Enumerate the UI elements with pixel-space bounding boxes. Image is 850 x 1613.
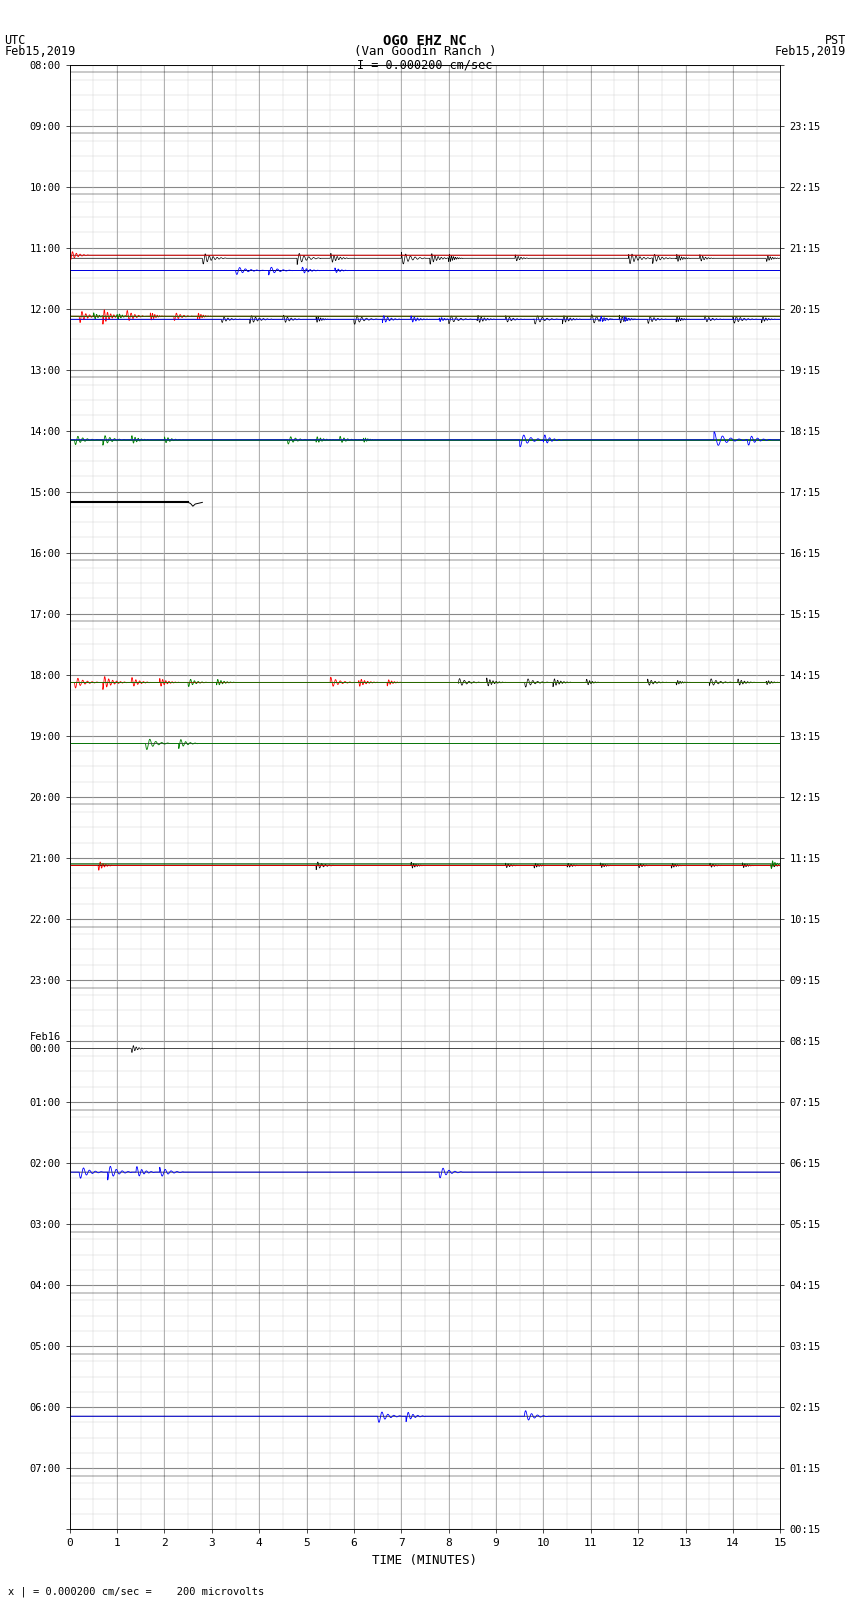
Text: PST: PST bbox=[824, 34, 846, 47]
Text: x | = 0.000200 cm/sec =    200 microvolts: x | = 0.000200 cm/sec = 200 microvolts bbox=[8, 1586, 264, 1597]
Text: I = 0.000200 cm/sec: I = 0.000200 cm/sec bbox=[357, 58, 493, 71]
Text: (Van Goodin Ranch ): (Van Goodin Ranch ) bbox=[354, 45, 496, 58]
Text: Feb15,2019: Feb15,2019 bbox=[4, 45, 76, 58]
Text: OGO EHZ NC: OGO EHZ NC bbox=[383, 34, 467, 48]
X-axis label: TIME (MINUTES): TIME (MINUTES) bbox=[372, 1553, 478, 1566]
Text: UTC: UTC bbox=[4, 34, 26, 47]
Text: Feb15,2019: Feb15,2019 bbox=[774, 45, 846, 58]
